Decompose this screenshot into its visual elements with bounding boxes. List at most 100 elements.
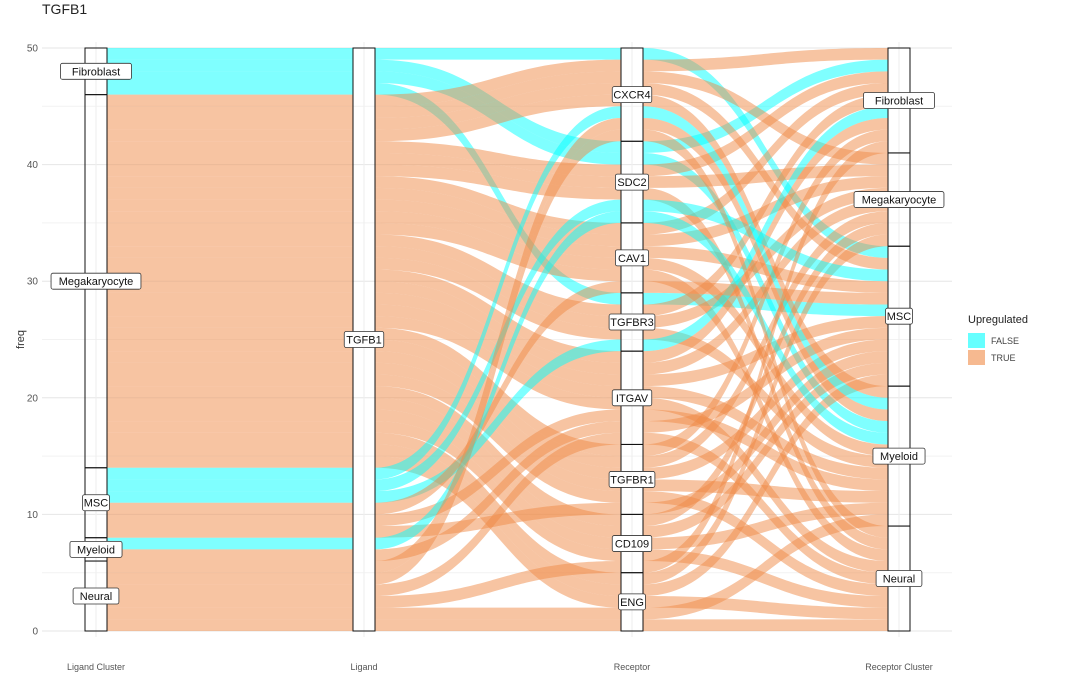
stratum-label-ligand-cluster-myeloid: Myeloid <box>77 544 115 556</box>
stratum-label-receptor-itgav: ITGAV <box>616 393 649 405</box>
flow-23-megakaryocyte-itgav-neural-seg-1 <box>107 316 353 328</box>
legend: Upregulated FALSE TRUE <box>968 314 1028 366</box>
flow-26-megakaryocyte-tgfbr1-msc-seg-1 <box>107 351 353 363</box>
flow-12-megakaryocyte-cav1-megakaryocyte-seg-1 <box>107 187 353 200</box>
legend-title: Upregulated <box>968 314 1028 326</box>
stratum-label-box-ligand-cluster-myeloid <box>69 540 123 558</box>
flow-40-msc-itgav-myeloid-seg-2 <box>375 409 621 527</box>
flow-34-megakaryocyte-eng-msc-seg-1 <box>107 444 353 457</box>
flow-3-fibroblast-tgfbr3-msc-seg-1 <box>107 82 353 95</box>
flow-28-megakaryocyte-tgfbr1-neural-seg-3 <box>643 491 888 597</box>
x-axis-label-receptor-cluster: Receptor Cluster <box>865 662 933 672</box>
flow-11-megakaryocyte-cav1-fibroblast-seg-1 <box>107 176 353 188</box>
legend-swatch-false <box>968 333 985 348</box>
flow-18-megakaryocyte-tgfbr3-myeloid-seg-1 <box>107 257 353 270</box>
flow-37-msc-sdc2-msc-seg-1 <box>107 479 353 492</box>
flow-28-megakaryocyte-tgfbr1-neural-seg-1 <box>107 374 353 387</box>
stratum-label-box-receptor-tgfbr3 <box>608 313 656 331</box>
flow-41-msc-tgfbr1-msc-seg-1 <box>107 526 353 538</box>
stratum-label-receptor-cxcr4: CXCR4 <box>613 90 650 102</box>
y-tick-30: 30 <box>27 277 39 288</box>
stratum-label-box-receptor-cxcr4 <box>611 86 653 104</box>
flow-8-megakaryocyte-sdc2-fibroblast-seg-3 <box>643 71 888 177</box>
stratum-label-receptor-cd109: CD109 <box>615 539 649 551</box>
flow-29-megakaryocyte-cd109-megakaryocyte-seg-3 <box>643 222 888 527</box>
legend-label-true: TRUE <box>991 352 1016 363</box>
flow-40-msc-itgav-myeloid-seg-3 <box>643 409 888 492</box>
stratum-label-receptor-cluster-myeloid: Myeloid <box>880 451 918 463</box>
stratum-label-box-ligand-cluster-msc <box>82 494 110 512</box>
chart-title: TGFB1 <box>42 1 88 17</box>
stratum-label-box-receptor-cluster-myeloid <box>872 447 926 465</box>
stratum-label-ligand-cluster-neural: Neural <box>80 591 112 603</box>
stratum-label-box-receptor-tgfbr1 <box>608 471 656 488</box>
flow-11-megakaryocyte-cav1-fibroblast-seg-2 <box>375 176 621 235</box>
flow-7-megakaryocyte-cxcr4-myeloid-seg-1 <box>107 129 353 142</box>
flow-37-msc-sdc2-msc-seg-3 <box>643 199 888 282</box>
flow-46-neural-cd109-fibroblast-seg-2 <box>375 561 621 608</box>
flow-44-neural-cxcr4-myeloid-seg-1 <box>107 561 353 573</box>
flow-39-msc-cav1-msc-seg-1 <box>107 502 353 515</box>
legend-swatch-true <box>968 350 985 365</box>
flow-43-myeloid-itgav-msc-seg-1 <box>107 549 353 562</box>
flow-19-megakaryocyte-itgav-fibroblast-seg-2 <box>375 269 621 363</box>
flow-30-megakaryocyte-cd109-msc-seg-1 <box>107 397 353 410</box>
stratum-label-box-ligand-cluster-fibroblast <box>60 62 132 80</box>
flow-49-neural-cxcr4-neural-seg-2 <box>375 129 621 585</box>
flow-35-megakaryocyte-eng-neural-seg-1 <box>107 456 353 468</box>
stratum-label-box-ligand-cluster-megakaryocyte <box>50 272 142 290</box>
y-tick-10: 10 <box>27 510 39 521</box>
y-tick-40: 40 <box>27 160 39 171</box>
flow-49-neural-cxcr4-neural-seg-1 <box>107 572 353 585</box>
flow-45-neural-itgav-neural-seg-3 <box>643 432 888 585</box>
flow-29-megakaryocyte-cd109-megakaryocyte-seg-2 <box>375 386 621 527</box>
flow-24-megakaryocyte-tgfbr1-fibroblast-seg-1 <box>107 327 353 340</box>
flow-14-megakaryocyte-cav1-myeloid-seg-1 <box>107 211 353 223</box>
flow-16-megakaryocyte-tgfbr3-fibroblast-seg-1 <box>107 234 353 247</box>
stratum-label-box-ligand-tgfb1 <box>343 331 385 348</box>
flow-10-megakaryocyte-sdc2-neural-seg-2 <box>375 164 621 200</box>
stratum-label-receptor-cluster-neural: Neural <box>883 574 915 586</box>
stratum-label-box-receptor-cluster-neural <box>875 570 923 587</box>
flow-33-megakaryocyte-eng-megakaryocyte-seg-1 <box>107 432 353 445</box>
y-tick-50: 50 <box>27 44 39 55</box>
flow-0-fibroblast-cxcr4-msc-seg-1 <box>107 48 353 60</box>
flow-6-megakaryocyte-cxcr4-msc-seg-1 <box>107 117 353 130</box>
stratum-label-ligand-cluster-megakaryocyte: Megakaryocyte <box>59 276 134 288</box>
flow-5-megakaryocyte-cxcr4-megakaryocyte-seg-1 <box>107 106 353 118</box>
y-axis-label: freq <box>15 330 27 349</box>
flow-5-megakaryocyte-cxcr4-megakaryocyte-seg-2 <box>375 71 621 118</box>
legend-item-false: FALSE <box>968 332 1028 349</box>
stratum-label-ligand-cluster-msc: MSC <box>84 498 109 510</box>
stratum-label-box-receptor-eng <box>618 593 646 611</box>
flow-38-msc-tgfbr3-fibroblast-seg-3 <box>643 106 888 352</box>
stratum-label-box-ligand-cluster-neural <box>72 587 120 605</box>
flow-layer <box>107 48 888 631</box>
flow-40-msc-itgav-myeloid-seg-1 <box>107 514 353 527</box>
flow-41-msc-tgfbr1-msc-seg-3 <box>643 351 888 515</box>
flow-23-megakaryocyte-itgav-neural-seg-2 <box>375 316 621 410</box>
flow-0-fibroblast-cxcr4-msc-seg-2 <box>375 48 621 60</box>
flow-46-neural-cd109-fibroblast-seg-3 <box>643 141 888 573</box>
flow-4-megakaryocyte-cxcr4-fibroblast-seg-1 <box>107 94 353 107</box>
flow-13-megakaryocyte-cav1-msc-seg-2 <box>375 199 621 258</box>
flow-39-msc-cav1-msc-seg-2 <box>375 281 621 515</box>
stratum-label-box-receptor-itgav <box>611 389 653 407</box>
flow-19-megakaryocyte-itgav-fibroblast-seg-1 <box>107 269 353 282</box>
stratum-label-receptor-tgfbr1: TGFBR1 <box>610 474 653 486</box>
flow-36-msc-cxcr4-myeloid-seg-2 <box>375 106 621 480</box>
flow-42-myeloid-sdc2-myeloid-seg-1 <box>107 537 353 550</box>
flow-7-megakaryocyte-cxcr4-myeloid-seg-2 <box>375 94 621 142</box>
flow-10-megakaryocyte-sdc2-neural-seg-1 <box>107 164 353 177</box>
flow-31-megakaryocyte-cd109-myeloid-seg-1 <box>107 409 353 422</box>
flow-42-myeloid-sdc2-myeloid-seg-2 <box>375 211 621 550</box>
legend-item-true: TRUE <box>968 349 1028 366</box>
stratum-label-receptor-tgfbr3: TGFBR3 <box>610 317 653 329</box>
flow-44-neural-cxcr4-myeloid-seg-2 <box>375 117 621 573</box>
flow-47-neural-eng-myeloid-seg-3 <box>643 514 888 620</box>
y-tick-20: 20 <box>27 393 39 404</box>
flow-45-neural-itgav-neural-seg-2 <box>375 432 621 597</box>
flow-4-megakaryocyte-cxcr4-fibroblast-seg-3 <box>643 48 888 72</box>
flow-32-megakaryocyte-cd109-neural-seg-1 <box>107 421 353 433</box>
